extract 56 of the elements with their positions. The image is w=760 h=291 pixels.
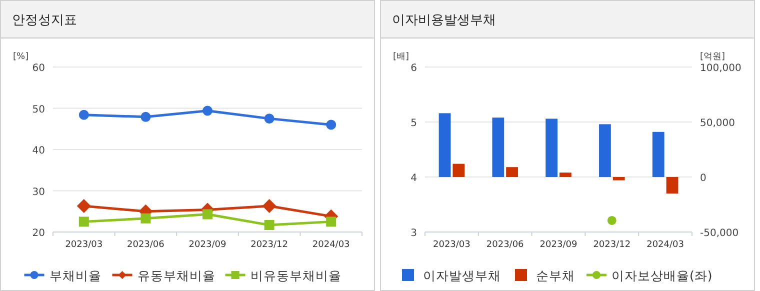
point: [202, 106, 212, 116]
x-tick-label: 2023/06: [486, 240, 524, 250]
y2-tick-label: -50,000: [700, 228, 739, 239]
point: [140, 112, 151, 122]
y-axis-title: [%]: [13, 52, 29, 62]
bar: [560, 172, 572, 177]
y2-tick-label: 100,000: [700, 63, 742, 74]
y-tick-label: 3: [410, 228, 417, 239]
bar: [666, 177, 678, 194]
bar: [612, 177, 625, 180]
point: [264, 220, 274, 230]
bar: [652, 132, 664, 177]
x-tick-label: 2023/06: [127, 240, 165, 250]
bar: [506, 167, 518, 177]
chart-title: 이자비용발생부채: [392, 13, 496, 28]
point: [326, 216, 336, 227]
legend-label: 비유동부채비율: [250, 268, 342, 283]
point: [78, 216, 89, 227]
y2-tick-label: 50,000: [700, 118, 735, 129]
legend-label: 순부채: [536, 268, 575, 283]
y2-tick-label: 0: [700, 173, 706, 184]
point: [140, 213, 151, 224]
point: [78, 110, 89, 120]
y-tick-label: 5: [410, 118, 417, 129]
bar: [452, 164, 465, 177]
bar: [546, 118, 558, 177]
y-axis-title: [배]: [393, 52, 410, 62]
point: [76, 199, 91, 214]
bar: [438, 113, 451, 177]
x-tick-label: 2023/09: [188, 240, 226, 250]
x-tick-label: 2023/03: [65, 240, 103, 250]
x-tick-label: 2023/09: [540, 240, 578, 250]
x-tick-label: 2023/03: [433, 240, 470, 250]
x-tick-label: 2023/12: [593, 240, 631, 250]
x-tick-label: 2024/03: [312, 240, 350, 250]
y-tick-label: 6: [410, 63, 417, 74]
x-tick-label: 2024/03: [646, 240, 684, 250]
y-tick-label: 40: [32, 146, 45, 156]
point: [262, 199, 276, 214]
point: [264, 114, 274, 124]
x-tick-label: 2023/12: [250, 240, 288, 250]
y-tick-label: 30: [32, 186, 45, 198]
point: [202, 209, 212, 220]
legend-label: 이자발생부채: [423, 268, 501, 283]
point: [326, 120, 336, 130]
y-tick-label: 20: [32, 228, 45, 239]
y-tick-label: 50: [32, 104, 45, 116]
legend-label: 부채비율: [49, 268, 102, 283]
y-tick-label: 60: [32, 63, 45, 74]
bar: [492, 118, 504, 177]
y2-axis-title: [억원]: [700, 52, 726, 62]
bar: [599, 124, 611, 177]
legend-label: 이자보상배율(좌): [612, 268, 712, 283]
legend-label: 유동부채비율: [137, 268, 216, 283]
y-tick-label: 4: [410, 173, 417, 184]
chart-title: 안정성지표: [12, 13, 77, 28]
